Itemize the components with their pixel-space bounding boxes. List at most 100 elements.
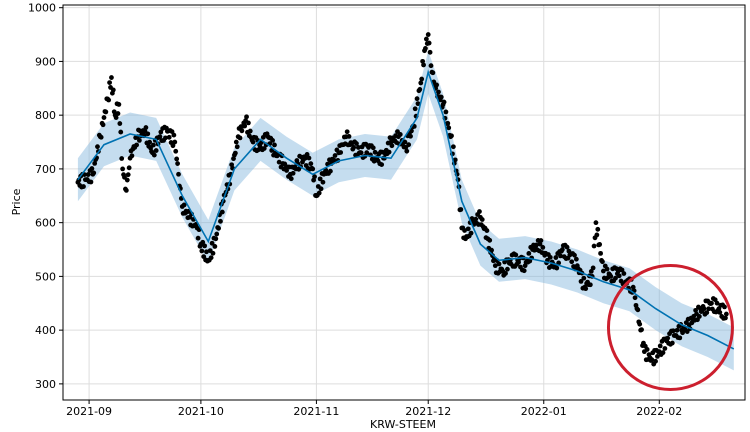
actual-point (637, 321, 643, 327)
actual-point (358, 150, 364, 156)
x-tick-label: 2022-01 (521, 405, 567, 418)
actual-point (537, 241, 543, 247)
actual-point (540, 245, 546, 250)
actual-point (533, 242, 539, 248)
actual-point (564, 244, 570, 250)
actual-point (85, 172, 91, 177)
actual-point (129, 153, 135, 159)
actual-point (477, 209, 482, 214)
actual-point (438, 94, 444, 100)
actual-point (452, 157, 458, 163)
actual-point (598, 250, 603, 256)
actual-point (213, 236, 219, 242)
actual-point (247, 128, 253, 134)
actual-point (402, 139, 408, 145)
actual-point (318, 186, 324, 192)
actual-point (124, 177, 130, 183)
actual-point (670, 328, 676, 334)
actual-point (419, 76, 425, 82)
actual-point (92, 160, 98, 166)
actual-point (355, 145, 361, 150)
actual-point (583, 286, 589, 292)
actual-point (244, 114, 249, 120)
actual-point (572, 252, 577, 258)
actual-point (412, 106, 418, 112)
y-tick-label: 300 (35, 378, 56, 391)
actual-point (246, 120, 251, 126)
actual-point (338, 150, 344, 155)
actual-point (465, 226, 471, 232)
actual-point (91, 170, 97, 176)
actual-point (423, 46, 428, 51)
actual-point (616, 273, 622, 279)
actual-point (239, 128, 245, 134)
actual-point (195, 235, 201, 241)
actual-point (632, 295, 638, 301)
actual-point (423, 36, 429, 42)
actual-point (421, 62, 426, 68)
actual-point (428, 63, 434, 69)
actual-point (250, 139, 256, 145)
actual-point (706, 306, 712, 312)
actual-point (81, 184, 86, 189)
x-ticks: 2021-09 2021-10 2021-11 2021-12 2022-01 2022-… (66, 400, 682, 418)
actual-point (717, 309, 723, 315)
actual-point (354, 141, 359, 146)
actual-point (290, 170, 296, 176)
actual-point (397, 132, 403, 137)
highlight-circle (606, 263, 734, 391)
actual-point (581, 275, 587, 281)
actual-point (593, 220, 599, 226)
actual-point (513, 252, 519, 258)
actual-point (590, 265, 596, 271)
actual-point (547, 254, 553, 260)
actual-point (595, 226, 601, 232)
actual-point (302, 155, 308, 161)
actual-point (143, 125, 149, 130)
actual-point (95, 144, 100, 150)
actual-point (89, 166, 95, 171)
actual-point (218, 218, 223, 224)
y-tick-label: 600 (35, 217, 56, 230)
actual-point (219, 209, 225, 215)
actual-point (389, 143, 395, 149)
actual-point (233, 139, 239, 145)
actual-point (116, 102, 122, 107)
actual-point (559, 247, 565, 252)
plot-frame (62, 4, 746, 401)
actual-point (660, 350, 666, 356)
actual-point (693, 307, 699, 313)
actual-point (436, 89, 441, 95)
actual-point (150, 142, 156, 148)
actual-point (655, 353, 660, 359)
actual-point (591, 243, 597, 249)
actual-point (103, 109, 109, 115)
actual-point (312, 174, 317, 180)
actual-point (310, 166, 316, 172)
actual-point (639, 327, 644, 333)
actual-point (649, 357, 655, 363)
actual-point (484, 228, 490, 233)
actual-point (594, 232, 600, 238)
actual-point (320, 179, 326, 185)
actual-point (553, 255, 559, 260)
actual-point (171, 132, 177, 138)
actual-point (284, 168, 290, 173)
forecast-line (77, 69, 735, 350)
x-tick-label: 2021-12 (405, 405, 451, 418)
actual-point (212, 244, 218, 249)
actual-point (175, 161, 180, 166)
actual-point (237, 135, 243, 141)
actual-point (261, 146, 267, 151)
actual-point (635, 307, 641, 313)
actual-point (669, 340, 675, 346)
actual-point (270, 137, 276, 143)
actual-point (414, 96, 420, 102)
actual-point (714, 300, 720, 306)
actual-point (487, 237, 493, 243)
actual-point (304, 152, 310, 157)
actual-point (630, 284, 636, 290)
actual-point (441, 99, 447, 105)
actual-point (406, 142, 412, 148)
